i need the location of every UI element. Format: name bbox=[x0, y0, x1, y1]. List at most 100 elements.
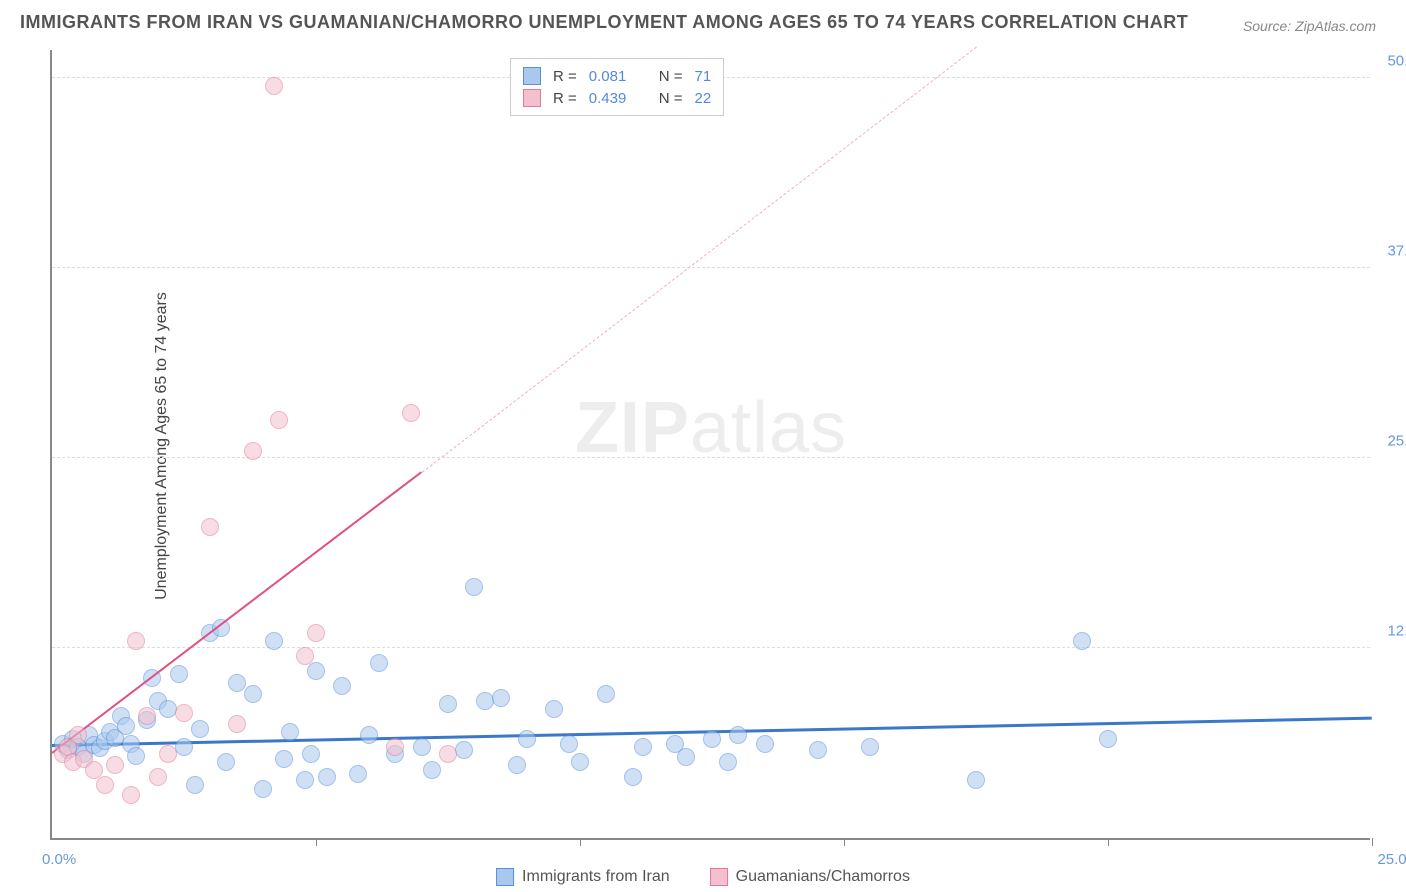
source-attribution: Source: ZipAtlas.com bbox=[1243, 18, 1376, 34]
data-point bbox=[809, 741, 827, 759]
data-point bbox=[228, 715, 246, 733]
legend-r-label: R = bbox=[553, 90, 577, 107]
data-point bbox=[307, 662, 325, 680]
data-point bbox=[624, 768, 642, 786]
data-point bbox=[122, 786, 140, 804]
data-point bbox=[729, 726, 747, 744]
data-point bbox=[465, 578, 483, 596]
legend-r-value: 0.439 bbox=[589, 90, 639, 107]
data-point bbox=[244, 685, 262, 703]
data-point bbox=[508, 756, 526, 774]
data-point bbox=[302, 745, 320, 763]
legend-label: Immigrants from Iran bbox=[522, 868, 670, 886]
data-point bbox=[703, 730, 721, 748]
chart-title: IMMIGRANTS FROM IRAN VS GUAMANIAN/CHAMOR… bbox=[20, 12, 1188, 33]
data-point bbox=[333, 677, 351, 695]
data-point bbox=[423, 761, 441, 779]
data-point bbox=[386, 738, 404, 756]
data-point bbox=[138, 707, 156, 725]
data-point bbox=[281, 723, 299, 741]
legend-r-label: R = bbox=[553, 68, 577, 85]
x-axis-origin: 0.0% bbox=[42, 851, 76, 868]
data-point bbox=[634, 738, 652, 756]
data-point bbox=[191, 720, 209, 738]
data-point bbox=[967, 771, 985, 789]
legend-swatch bbox=[496, 868, 514, 886]
data-point bbox=[265, 77, 283, 95]
legend-swatch bbox=[710, 868, 728, 886]
y-tick-label: 50.0% bbox=[1387, 53, 1406, 70]
legend-n-label: N = bbox=[659, 68, 683, 85]
data-point bbox=[756, 735, 774, 753]
legend-n-value: 71 bbox=[695, 68, 712, 85]
data-point bbox=[455, 741, 473, 759]
data-point bbox=[175, 704, 193, 722]
data-point bbox=[175, 738, 193, 756]
data-point bbox=[254, 780, 272, 798]
data-point bbox=[1099, 730, 1117, 748]
x-tick bbox=[1108, 838, 1109, 846]
data-point bbox=[492, 689, 510, 707]
data-point bbox=[127, 747, 145, 765]
data-point bbox=[318, 768, 336, 786]
data-point bbox=[217, 753, 235, 771]
series-legend: Immigrants from Iran Guamanians/Chamorros bbox=[496, 868, 910, 886]
y-tick-label: 12.5% bbox=[1387, 623, 1406, 640]
data-point bbox=[370, 654, 388, 672]
legend-n-label: N = bbox=[659, 90, 683, 107]
legend-n-value: 22 bbox=[695, 90, 712, 107]
legend-swatch bbox=[523, 67, 541, 85]
data-point bbox=[244, 442, 262, 460]
data-point bbox=[861, 738, 879, 756]
data-point bbox=[127, 632, 145, 650]
data-point bbox=[545, 700, 563, 718]
x-tick bbox=[580, 838, 581, 846]
data-point bbox=[228, 674, 246, 692]
trend-line bbox=[51, 472, 422, 755]
data-point bbox=[560, 735, 578, 753]
y-tick-label: 25.0% bbox=[1387, 433, 1406, 450]
data-point bbox=[360, 726, 378, 744]
legend-swatch bbox=[523, 89, 541, 107]
data-point bbox=[439, 695, 457, 713]
data-point bbox=[677, 748, 695, 766]
data-point bbox=[1073, 632, 1091, 650]
data-point bbox=[186, 776, 204, 794]
data-point bbox=[106, 756, 124, 774]
x-tick bbox=[316, 838, 317, 846]
x-tick bbox=[1372, 838, 1373, 846]
data-point bbox=[69, 726, 87, 744]
data-point bbox=[597, 685, 615, 703]
data-point bbox=[159, 745, 177, 763]
legend-item: Guamanians/Chamorros bbox=[710, 868, 910, 886]
correlation-legend: R = 0.081 N = 71 R = 0.439 N = 22 bbox=[510, 58, 724, 116]
data-point bbox=[571, 753, 589, 771]
legend-row: R = 0.439 N = 22 bbox=[523, 87, 711, 109]
x-axis-max: 25.0% bbox=[1377, 851, 1406, 868]
data-point bbox=[201, 518, 219, 536]
legend-row: R = 0.081 N = 71 bbox=[523, 65, 711, 87]
data-point bbox=[265, 632, 283, 650]
data-point bbox=[518, 730, 536, 748]
data-point bbox=[439, 745, 457, 763]
data-point bbox=[149, 768, 167, 786]
legend-item: Immigrants from Iran bbox=[496, 868, 670, 886]
legend-r-value: 0.081 bbox=[589, 68, 639, 85]
data-point bbox=[307, 624, 325, 642]
data-point bbox=[170, 665, 188, 683]
data-point bbox=[413, 738, 431, 756]
y-tick-label: 37.5% bbox=[1387, 243, 1406, 260]
data-point bbox=[117, 717, 135, 735]
data-point bbox=[296, 771, 314, 789]
data-point bbox=[402, 404, 420, 422]
data-point bbox=[296, 647, 314, 665]
gridline-horizontal bbox=[52, 647, 1370, 648]
data-point bbox=[275, 750, 293, 768]
legend-label: Guamanians/Chamorros bbox=[736, 868, 910, 886]
data-point bbox=[349, 765, 367, 783]
data-point bbox=[270, 411, 288, 429]
scatter-chart: ZIPatlas 0.0% 25.0% 12.5%25.0%37.5%50.0% bbox=[50, 50, 1370, 840]
x-tick bbox=[844, 838, 845, 846]
gridline-horizontal bbox=[52, 267, 1370, 268]
data-point bbox=[96, 776, 114, 794]
